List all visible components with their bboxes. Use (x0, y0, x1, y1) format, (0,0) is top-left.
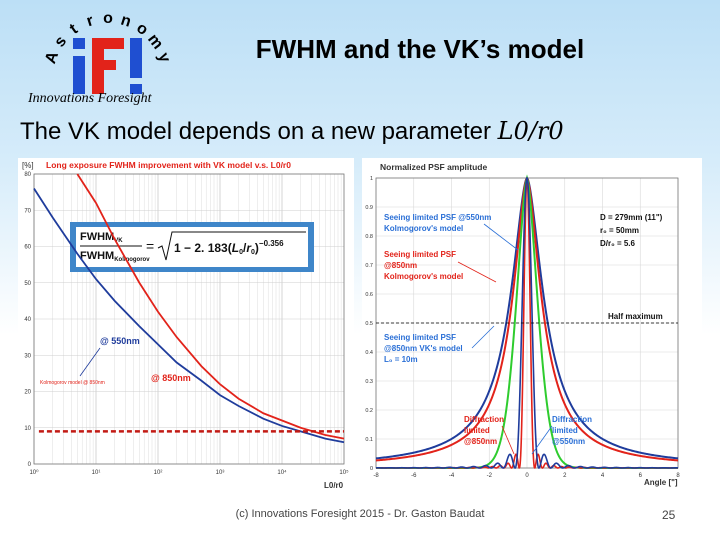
logo-arc-letter: o (133, 19, 151, 39)
left-ytick-label: 50 (24, 281, 31, 287)
label-seeing-550-line1: Seeing limited PSF @550nm (384, 213, 491, 222)
right-xtick-label: -2 (487, 473, 493, 479)
right-ytick-label: 1 (370, 176, 373, 182)
right-ytick-label: 0.4 (365, 350, 373, 356)
svg-text:=: = (146, 238, 154, 254)
left-ytick-label: 10 (24, 426, 31, 432)
logo-arc-letter: m (144, 31, 166, 53)
right-ytick-label: 0.3 (365, 379, 373, 385)
label-diff-550-line2: limited (552, 426, 578, 435)
left-ytick-label: 80 (24, 172, 31, 178)
subtitle-math: L0/r0 (497, 117, 564, 145)
psf-diffraction-550-curve (375, 176, 679, 469)
label-diff-550-line3: @550nm (552, 437, 585, 446)
right-ytick-label: 0.2 (365, 408, 373, 414)
right-xtick-label: -4 (449, 473, 455, 479)
right-ytick-label: 0.7 (365, 263, 373, 269)
label-seeing-550-line2: Kolmogorov's model (384, 224, 463, 233)
label-seeing-850-line1: Seeing limited PSF (384, 250, 456, 259)
slide-subtitle: The VK model depends on a new parameter … (20, 117, 564, 146)
right-chart-title: Normalized PSF amplitude (380, 162, 487, 172)
series-850-line (76, 173, 345, 440)
param-r0: r₀ = 50mm (600, 226, 639, 235)
left-ytick-label: 70 (24, 208, 31, 214)
logo-i2-dot (130, 84, 142, 94)
right-ytick-label: 0 (370, 466, 373, 472)
logo-f-mid (92, 60, 116, 70)
left-xtick-label: 10⁵ (339, 469, 349, 476)
psf-amplitude-chart: Normalized PSF amplitude 0 0.1 0.2 0.3 0.4 0.… (362, 158, 702, 492)
param-d: D = 279mm (11") (600, 213, 663, 222)
logo-i2-stem (130, 38, 142, 78)
logo-arc-letter: r (85, 12, 96, 30)
right-ytick-label: 0.6 (365, 292, 373, 298)
left-xtick-label: 10⁴ (277, 469, 287, 476)
series-850-label: @ 850nm (151, 373, 191, 383)
right-xtick-label: -6 (411, 473, 417, 479)
left-ytick-label: 20 (24, 390, 31, 396)
fwhm-formula-box: FWHMVK FWHMKolmogorov = 1 − 2. 183(L0/r0… (70, 222, 314, 272)
label-vk-line2: @850nm VK's model (384, 344, 463, 353)
logo-i-dot (73, 38, 85, 49)
param-dr0: D/r₀ = 5.6 (600, 239, 636, 248)
logo-arc-letter: A (42, 49, 62, 66)
right-xtick-label: 0 (525, 473, 529, 479)
logo-arc-letter: n (119, 12, 133, 31)
left-xtick-label: 10⁰ (29, 469, 39, 476)
right-chart-xlabel: Angle ["] (644, 478, 678, 487)
left-ytick-label: 60 (24, 245, 31, 251)
slide-title: FWHM and the VK’s model (255, 34, 585, 64)
label-diff-850-line2: limited (464, 426, 490, 435)
right-ytick-label: 0.8 (365, 234, 373, 240)
right-xtick-label: 8 (676, 473, 680, 479)
right-ytick-label: 0.9 (365, 205, 373, 211)
left-ytick-label: 40 (24, 317, 31, 323)
left-ytick-label: 30 (24, 353, 31, 359)
left-chart-xlabel: L0/r0 (324, 481, 344, 490)
left-xtick-label: 10¹ (92, 470, 101, 476)
slide-footer: (c) Innovations Foresight 2015 - Dr. Gas… (235, 508, 485, 520)
right-xtick-label: -8 (373, 473, 379, 479)
right-ytick-label: 0.1 (365, 437, 373, 443)
logo-tagline: Innovations Foresight (28, 91, 152, 106)
logo-arc-letter: y (154, 51, 173, 65)
svg-text:1 − 2. 183(L0/r0)−0.356: 1 − 2. 183(L0/r0)−0.356 (174, 239, 284, 256)
left-chart-title: Long exposure FWHM improvement with VK m… (46, 160, 291, 170)
left-xtick-label: 10³ (216, 470, 225, 476)
half-maximum-label: Half maximum (608, 312, 663, 321)
label-vk-line1: Seeing limited PSF (384, 333, 456, 342)
logo-f-top (92, 38, 124, 49)
subtitle-text: The VK model depends on a new parameter (20, 118, 498, 145)
logo-arc-letter: s (51, 33, 70, 50)
label-diff-850-line3: @850nm (464, 437, 497, 446)
right-ytick-label: 0.5 (365, 321, 373, 327)
kolmogorov-reference-label: Kolmogorov model @ 850nm (40, 380, 105, 386)
label-seeing-850-line3: Kolmogorov's model (384, 272, 463, 281)
label-seeing-850-line2: @850nm (384, 261, 417, 270)
label-diff-850-line1: Diffraction (464, 415, 504, 424)
series-550-line (33, 188, 345, 444)
right-xtick-label: 2 (563, 473, 567, 479)
left-chart-ylabel: [%] (22, 161, 34, 170)
right-xtick-label: 4 (601, 473, 605, 479)
logo-arc-letter: t (67, 20, 82, 37)
label-diff-550-line1: Diffraction (552, 415, 592, 424)
logo-arc-letter: o (103, 10, 113, 27)
left-xtick-label: 10² (154, 470, 163, 476)
right-xtick-label: 6 (639, 473, 643, 479)
fwhm-improvement-chart: [%] Long exposure FWHM improvement with … (18, 158, 354, 492)
logo-i-stem (73, 56, 85, 94)
series-550-label: @ 550nm (100, 336, 140, 346)
left-ytick-label: 0 (28, 462, 32, 468)
page-number: 25 (662, 508, 676, 522)
label-vk-line3: L₀ = 10m (384, 355, 418, 364)
